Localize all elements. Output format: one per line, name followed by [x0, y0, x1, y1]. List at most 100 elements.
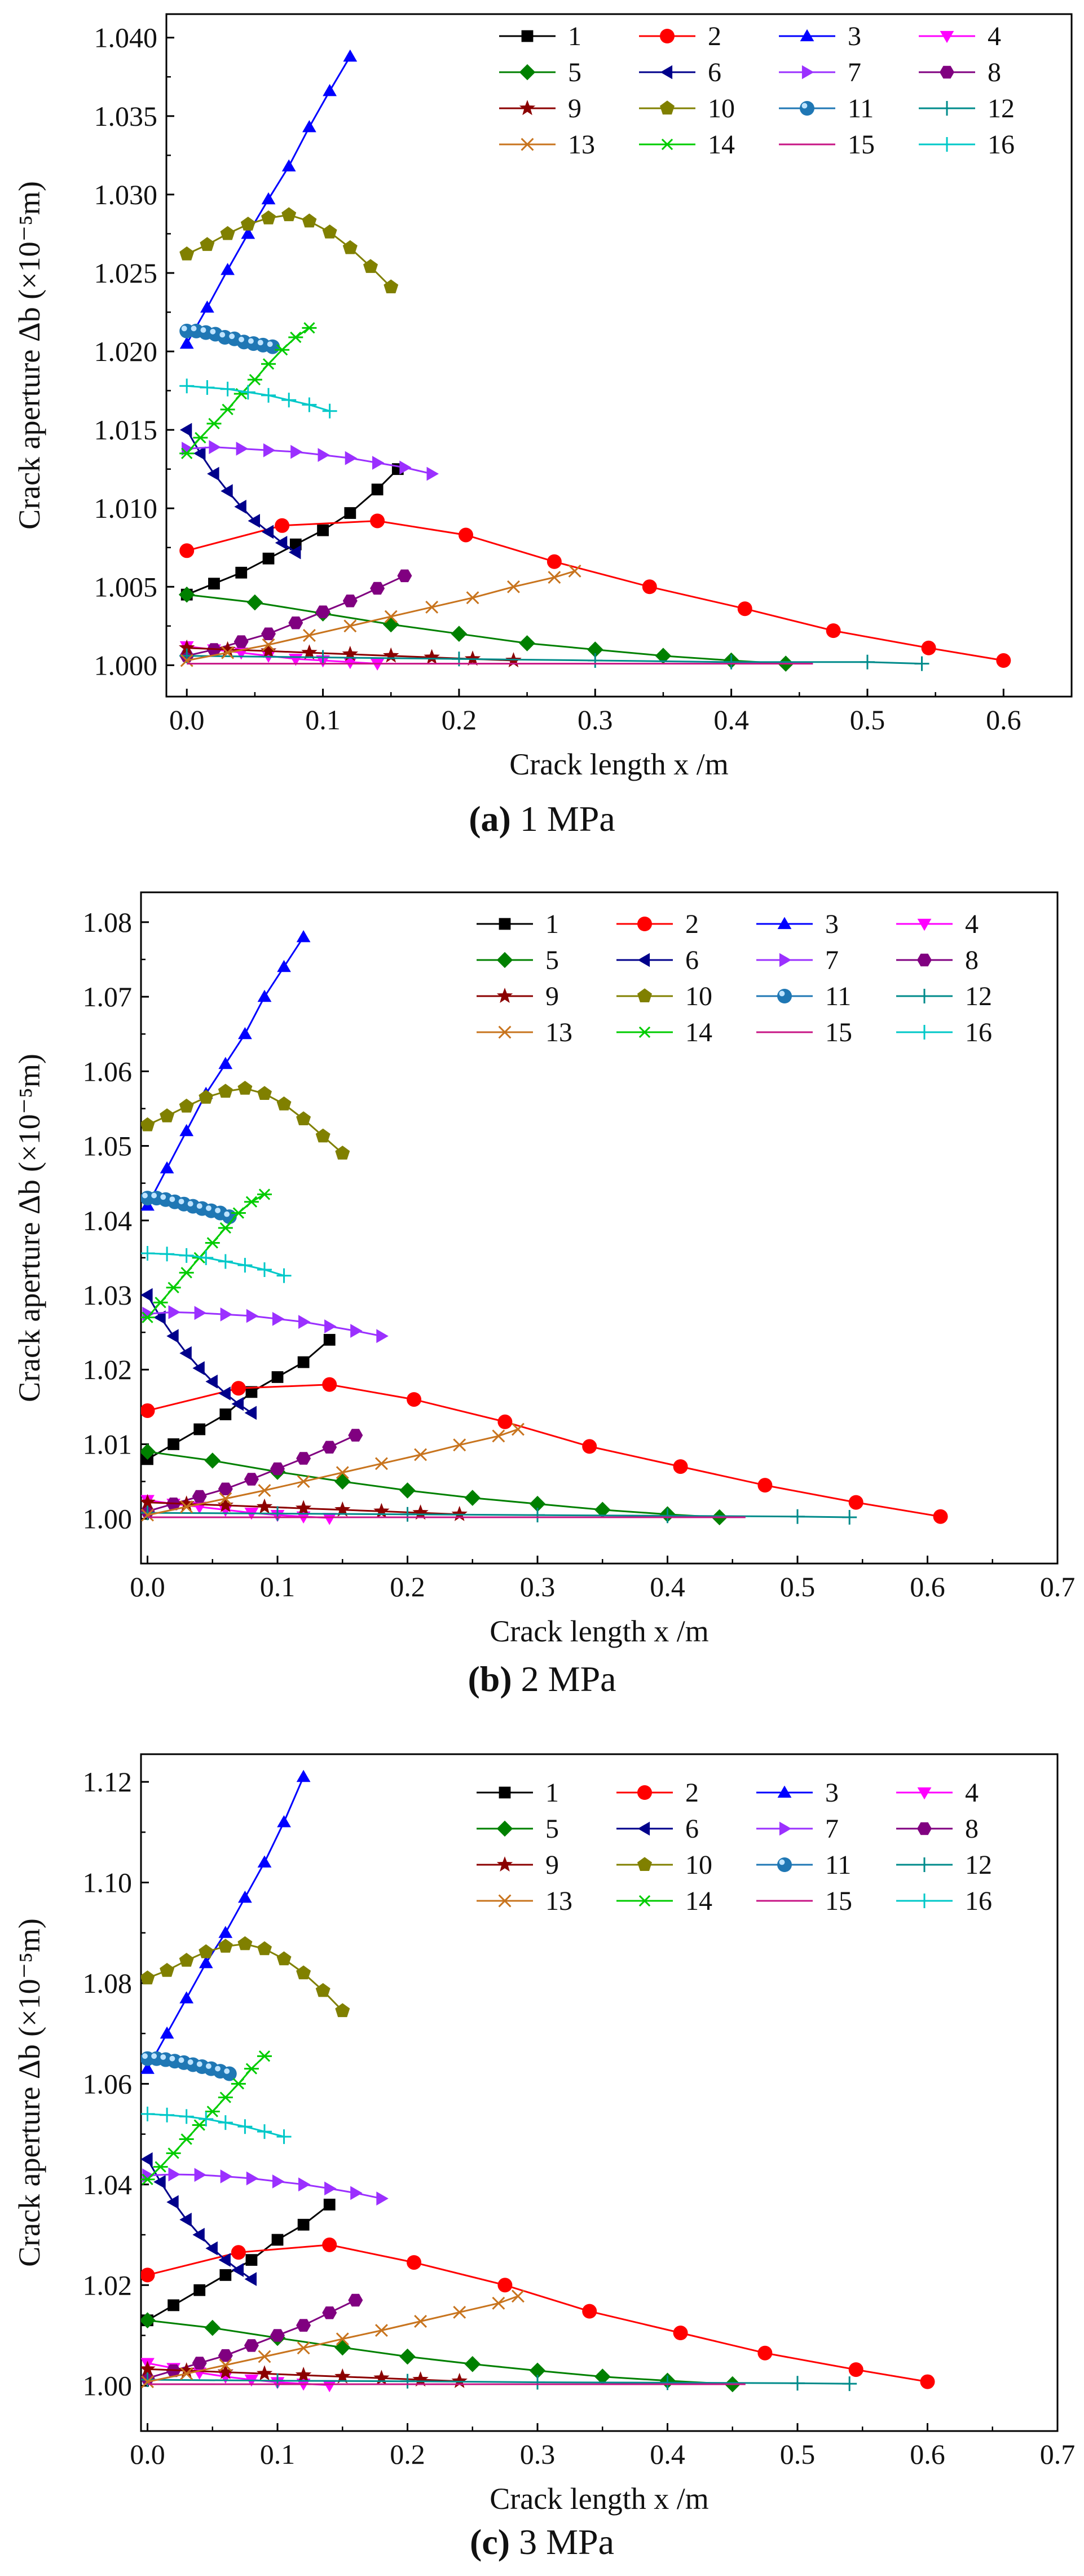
data-point-3 — [296, 930, 311, 943]
data-point-12 — [860, 654, 875, 670]
series-line-3 — [147, 1776, 305, 2069]
data-point-12 — [315, 650, 331, 665]
data-point-2 — [231, 1381, 246, 1396]
data-point-13 — [258, 1483, 271, 1497]
data-point-6 — [179, 2212, 192, 2227]
data-point-9 — [451, 1505, 468, 1521]
data-point-16 — [240, 385, 255, 400]
data-point-16 — [179, 378, 195, 394]
data-point-8 — [397, 569, 412, 583]
x-axis-label: Crack length x /m — [490, 1614, 708, 1648]
data-point-10 — [335, 2003, 350, 2018]
legend-marker-7 — [779, 953, 792, 967]
data-point-2 — [673, 1459, 688, 1474]
data-point-13 — [414, 2315, 428, 2328]
legend-label: 16 — [965, 1018, 992, 1047]
y-axis-label: Crack aperture Δb (×10⁻⁵m) — [12, 1054, 46, 1402]
data-point-8 — [342, 595, 358, 607]
data-point-14 — [261, 358, 276, 370]
legend-item-12: 12 — [919, 94, 1015, 124]
data-point-12 — [842, 2376, 857, 2392]
data-point-12 — [790, 2376, 805, 2391]
data-point-8 — [261, 627, 276, 640]
series-1 — [142, 2199, 336, 2327]
data-point-1 — [193, 1423, 206, 1435]
series-16 — [141, 1245, 292, 1283]
data-point-5 — [334, 1473, 351, 1490]
data-point-16 — [237, 2119, 253, 2134]
data-point-2 — [275, 518, 290, 533]
data-point-10 — [179, 246, 195, 261]
data-point-16 — [199, 2111, 214, 2126]
data-point-3 — [277, 959, 291, 972]
series-12 — [179, 648, 929, 671]
series-7 — [142, 2167, 389, 2206]
legend-label: 3 — [825, 909, 839, 939]
legend-marker-8 — [917, 953, 932, 967]
data-point-13 — [219, 2358, 232, 2372]
legend-label: 15 — [848, 130, 875, 160]
data-point-5 — [655, 648, 672, 664]
data-point-9 — [373, 2370, 390, 2385]
data-point-13 — [548, 571, 561, 584]
legend-marker-1 — [499, 918, 511, 930]
legend-marker-1 — [499, 1786, 511, 1799]
series-line-7 — [147, 2173, 382, 2200]
plot-frame — [140, 1753, 1059, 2432]
data-point-8 — [270, 1462, 285, 1476]
data-point-1 — [245, 1386, 258, 1398]
legend-label: 12 — [965, 1850, 992, 1880]
legend-marker-3 — [777, 1785, 792, 1798]
legend-label: 11 — [825, 981, 851, 1011]
legend-item-3: 3 — [756, 909, 839, 939]
data-point-1 — [219, 1408, 232, 1420]
series-line-5 — [187, 593, 786, 665]
data-point-6 — [248, 514, 260, 528]
data-point-8 — [348, 1429, 363, 1442]
data-point-6 — [231, 2263, 244, 2277]
data-point-5 — [519, 635, 535, 651]
data-point-9 — [424, 649, 440, 664]
data-point-10 — [315, 1983, 331, 1997]
legend-item-3: 3 — [756, 1778, 839, 1808]
data-point-13 — [453, 1438, 466, 1452]
legend-item-1: 1 — [477, 909, 559, 939]
data-point-2 — [407, 1392, 422, 1407]
data-point-10 — [237, 1081, 253, 1095]
data-point-9 — [451, 2372, 468, 2388]
data-point-7 — [350, 1324, 363, 1338]
data-point-13 — [221, 646, 235, 659]
data-point-7 — [220, 1307, 233, 1322]
data-point-2 — [920, 2374, 935, 2389]
data-point-12 — [790, 1509, 805, 1524]
data-point-14 — [220, 403, 235, 416]
legend-label: 14 — [685, 1886, 712, 1916]
data-point-14 — [192, 2119, 207, 2131]
legend-item-5: 5 — [477, 1814, 559, 1844]
data-point-6 — [221, 484, 233, 498]
legend-label: 8 — [988, 58, 1001, 87]
data-point-5 — [451, 626, 468, 642]
legend-marker-16 — [940, 137, 954, 152]
legend-label: 4 — [965, 1778, 979, 1808]
x-tick-label: 0.0 — [130, 1571, 165, 1602]
series-3 — [141, 1769, 311, 2074]
x-tick-label: 0.2 — [390, 1571, 425, 1602]
y-tick-label: 1.00 — [83, 1503, 133, 1535]
data-point-8 — [192, 2357, 207, 2370]
data-point-8 — [244, 2339, 259, 2352]
caption-a-text: 1 MPa — [510, 799, 615, 839]
series-line-16 — [187, 385, 331, 412]
legend-label: 13 — [545, 1018, 572, 1047]
data-point-10 — [218, 1084, 233, 1098]
y-tick-label: 1.03 — [83, 1279, 133, 1311]
data-point-10 — [257, 1086, 272, 1100]
y-tick-label: 1.005 — [94, 571, 158, 602]
legend-label: 7 — [825, 945, 839, 975]
series-10 — [179, 207, 399, 293]
series-line-7 — [187, 446, 432, 475]
data-point-14 — [231, 1207, 246, 1219]
series-line-16 — [147, 1252, 284, 1277]
data-point-16 — [281, 393, 297, 408]
data-point-16 — [160, 2107, 175, 2123]
